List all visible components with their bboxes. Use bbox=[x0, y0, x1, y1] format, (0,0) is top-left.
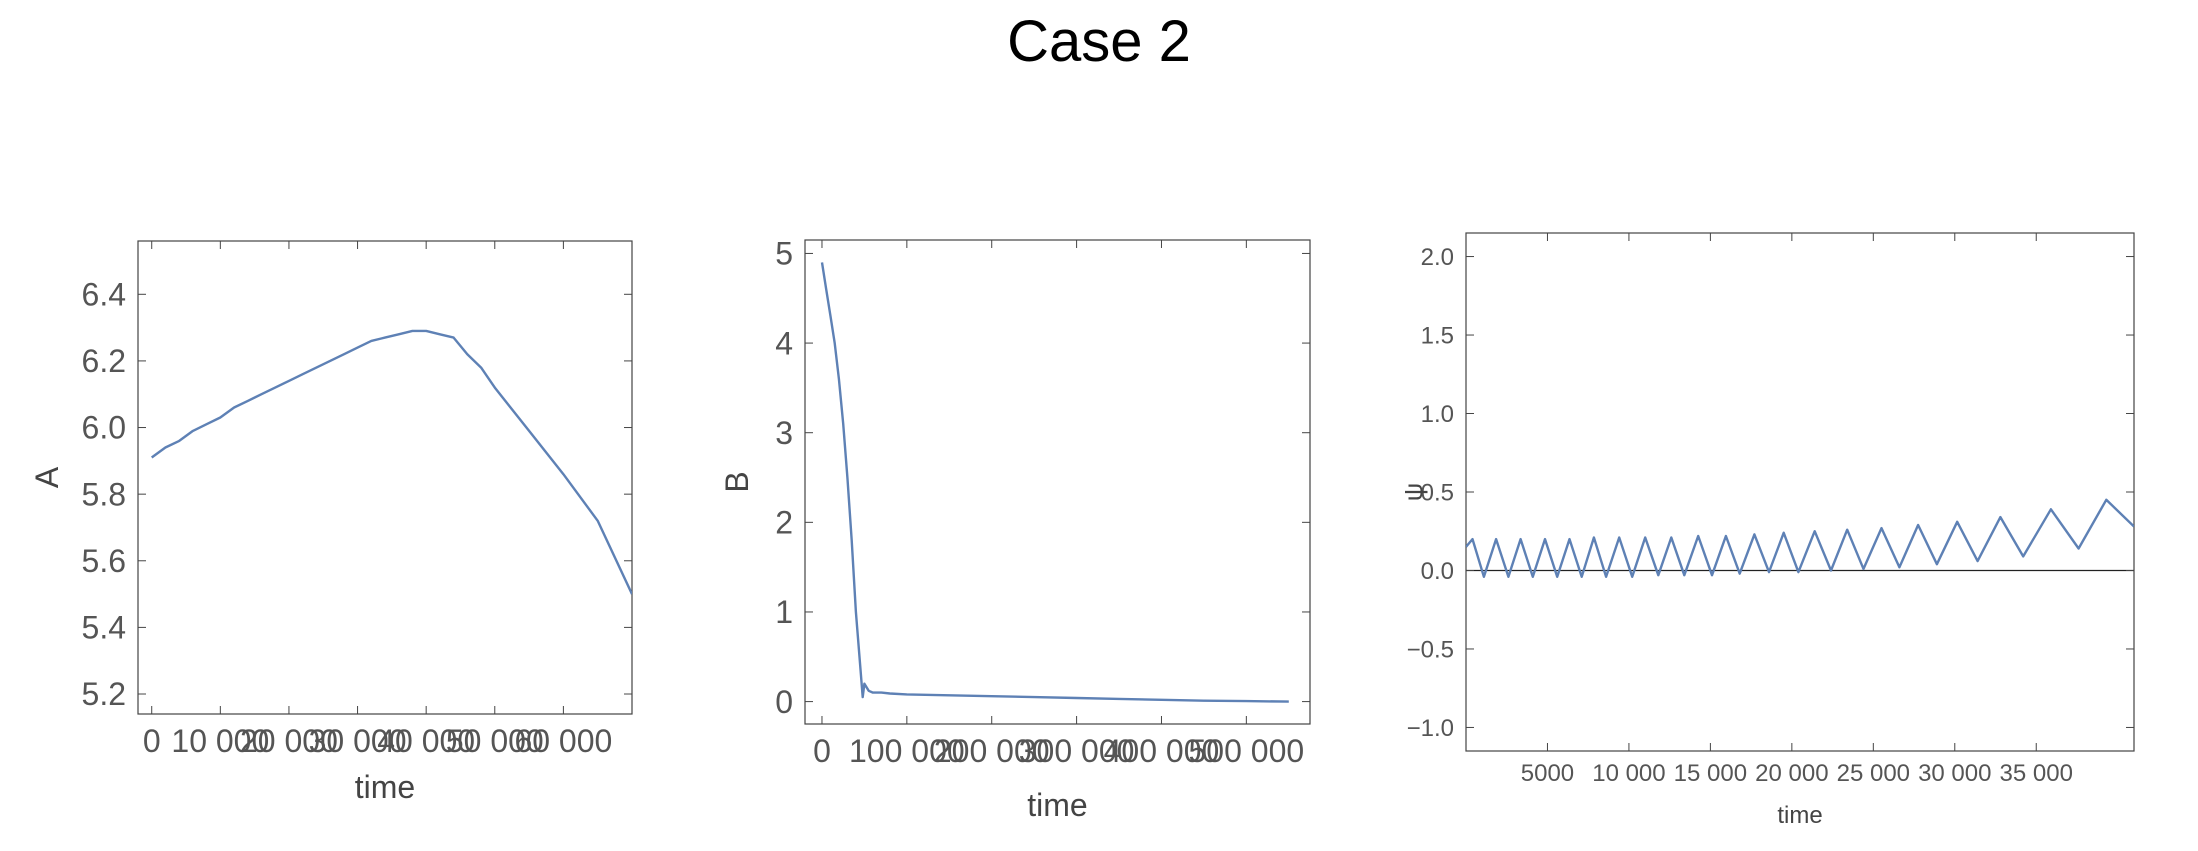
x-tick-label: 200 000 bbox=[934, 733, 1050, 769]
x-tick-label: 0 bbox=[813, 733, 831, 769]
y-axis-label: B bbox=[719, 471, 755, 492]
y-tick-label: 5.2 bbox=[82, 676, 126, 712]
x-axis-label: time bbox=[355, 769, 415, 805]
x-tick-label: 15 000 bbox=[1674, 760, 1747, 787]
y-tick-label: 2.0 bbox=[1421, 244, 1454, 271]
y-tick-label: −0.5 bbox=[1407, 636, 1454, 663]
x-tick-label: 100 000 bbox=[849, 733, 965, 769]
y-tick-label: 6.2 bbox=[82, 343, 126, 379]
x-tick-label: 25 000 bbox=[1837, 760, 1910, 787]
y-tick-label: 6.0 bbox=[82, 410, 126, 446]
series-line-1 bbox=[150, 329, 632, 595]
plot-frame bbox=[1465, 232, 2135, 752]
y-axis-label: A bbox=[29, 466, 65, 488]
chart-panel-3: 5000 10 000 15 000 20 000 25 000 30 000 35 000… bbox=[1398, 232, 2135, 829]
x-tick-label: 10 000 bbox=[171, 723, 269, 759]
y-tick-label: 1.0 bbox=[1421, 401, 1454, 428]
plot-frame bbox=[137, 240, 633, 715]
x-tick-label: 20 000 bbox=[1755, 760, 1828, 787]
y-tick-label: 0 bbox=[775, 684, 793, 720]
x-tick-label: 30 000 bbox=[1918, 760, 1991, 787]
x-tick-label: 5000 bbox=[1521, 760, 1574, 787]
x-tick-label: 20 000 bbox=[240, 723, 338, 759]
x-tick-label: 0 bbox=[143, 723, 161, 759]
y-tick-label: 3 bbox=[775, 415, 793, 451]
y-tick-label: 5.4 bbox=[82, 610, 126, 646]
series-line-1 bbox=[1466, 498, 2134, 578]
x-axis-label: time bbox=[1027, 787, 1087, 823]
x-axis-label: time bbox=[1777, 802, 1822, 829]
y-tick-label: 1 bbox=[775, 594, 793, 630]
y-tick-label: −1.0 bbox=[1407, 715, 1454, 742]
y-tick-label: 2 bbox=[775, 505, 793, 541]
y-tick-label: 5.8 bbox=[82, 476, 126, 512]
page-title: Case 2 bbox=[1007, 9, 1191, 74]
y-tick-label: 6.4 bbox=[82, 276, 126, 312]
x-tick-label: 35 000 bbox=[2000, 760, 2073, 787]
y-tick-label: 5.6 bbox=[82, 543, 126, 579]
y-tick-label: 4 bbox=[775, 325, 793, 361]
series-line-1 bbox=[820, 262, 1289, 703]
y-tick-label: 0.0 bbox=[1421, 558, 1454, 585]
y-axis-label: ψ bbox=[1398, 483, 1428, 502]
x-tick-label: 500 000 bbox=[1189, 733, 1305, 769]
x-tick-label: 300 000 bbox=[1019, 733, 1135, 769]
plot-frame bbox=[804, 239, 1311, 725]
x-tick-label: 30 000 bbox=[309, 723, 407, 759]
x-tick-label: 400 000 bbox=[1104, 733, 1220, 769]
y-tick-label: 1.5 bbox=[1421, 322, 1454, 349]
y-tick-label: 0.5 bbox=[1421, 479, 1454, 506]
x-tick-label: 10 000 bbox=[1592, 760, 1665, 787]
x-tick-label: 50 000 bbox=[446, 723, 544, 759]
x-tick-label: 40 000 bbox=[377, 723, 475, 759]
x-tick-label: 60 000 bbox=[514, 723, 612, 759]
y-tick-label: 5 bbox=[775, 236, 793, 272]
